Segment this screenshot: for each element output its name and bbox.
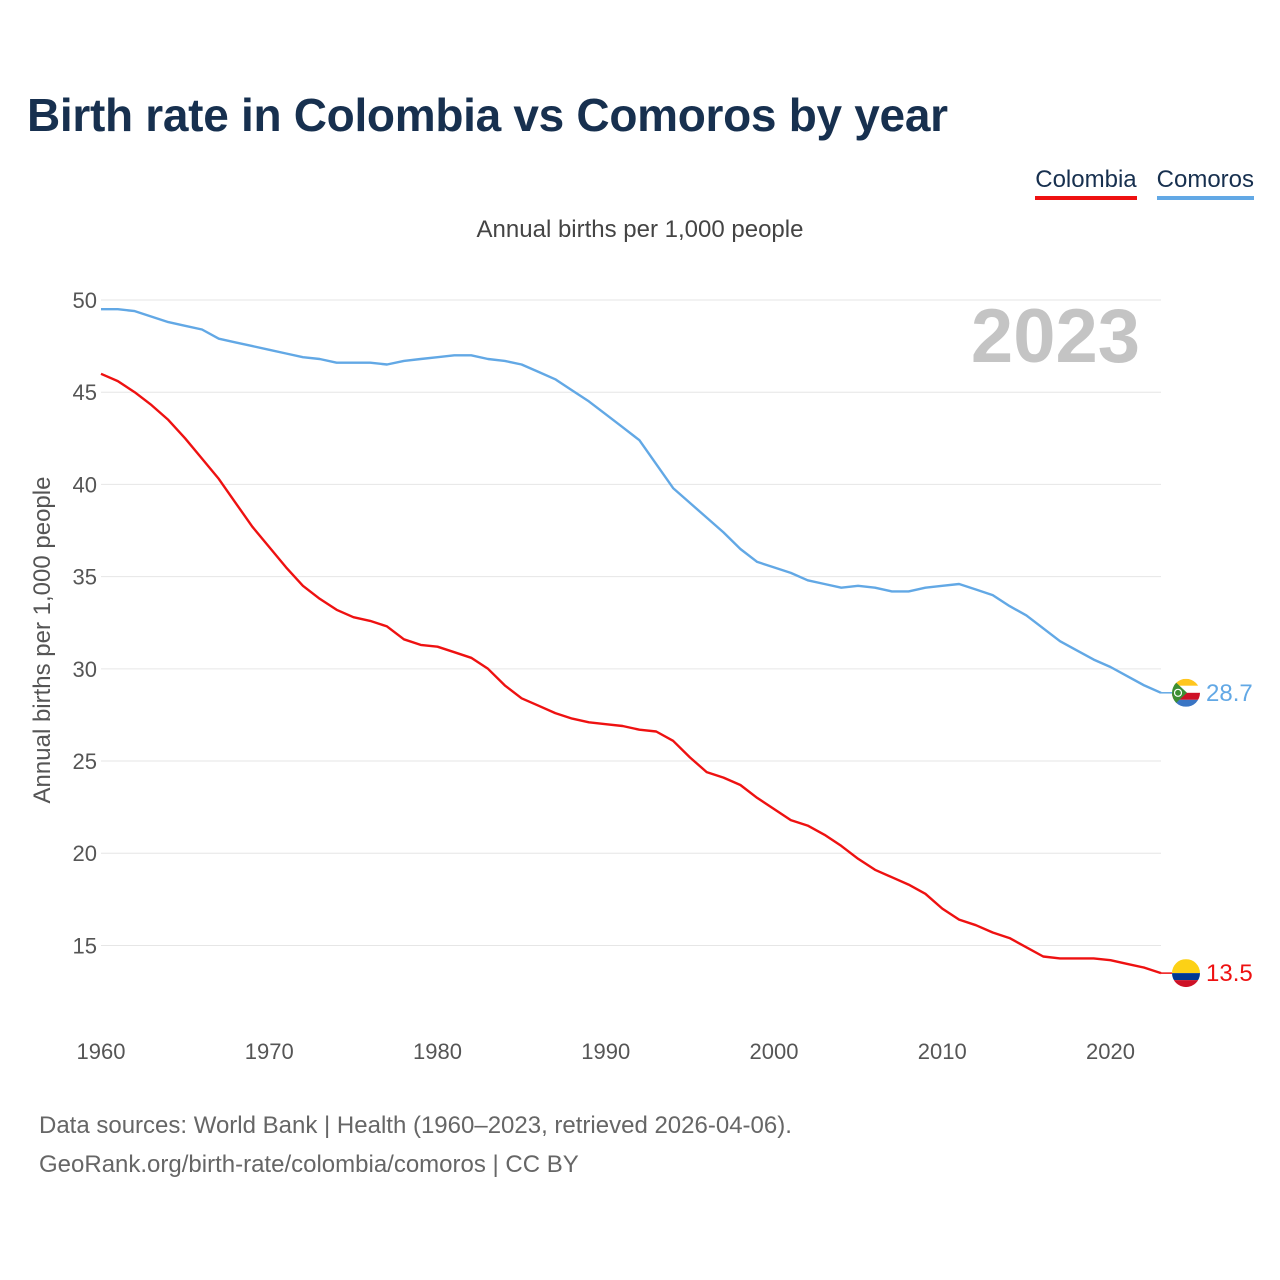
legend: Colombia Comoros	[1035, 166, 1254, 200]
flag-band-blue	[1172, 699, 1200, 707]
flag-band-yellow	[1172, 678, 1200, 686]
x-tick-label-2010: 2010	[918, 1039, 967, 1064]
data-source: Data sources: World Bank | Health (1960–…	[39, 1106, 792, 1184]
legend-item-colombia[interactable]: Colombia	[1035, 166, 1137, 200]
end-value-label-colombia: 13.5	[1206, 960, 1253, 987]
legend-item-comoros[interactable]: Comoros	[1156, 166, 1254, 200]
source-line-1: Data sources: World Bank | Health (1960–…	[39, 1112, 792, 1139]
flag-crescent	[1173, 688, 1183, 697]
y-tick-label-30: 30	[73, 657, 97, 682]
flag-band-red	[1172, 980, 1200, 988]
chart-title: Birth rate in Colombia vs Comoros by yea…	[27, 89, 948, 141]
series-line-comoros	[101, 308, 1162, 694]
y-tick-label-50: 50	[73, 288, 97, 313]
y-tick-label-45: 45	[73, 380, 97, 405]
y-axis-title: Annual births per 1,000 people	[29, 477, 56, 804]
flag-triangle-green	[1172, 678, 1187, 707]
x-tick-label-1980: 1980	[413, 1039, 462, 1064]
y-tick-label-20: 20	[73, 841, 97, 866]
flag-comoros	[1172, 678, 1200, 707]
flag-icon-comoros	[1172, 678, 1200, 707]
y-tick-label-25: 25	[73, 749, 97, 774]
x-tick-label-2000: 2000	[750, 1039, 799, 1064]
y-tick-label-35: 35	[73, 565, 97, 590]
x-tick-label-1970: 1970	[245, 1039, 294, 1064]
flag-icon-colombia	[1172, 959, 1200, 988]
x-tick-label-1990: 1990	[581, 1039, 630, 1064]
flag-colombia	[1172, 959, 1200, 988]
chart-subtitle: Annual births per 1,000 people	[476, 216, 804, 243]
x-tick-label-2020: 2020	[1086, 1039, 1135, 1064]
y-tick-label-40: 40	[73, 472, 97, 497]
y-tick-label-15: 15	[73, 933, 97, 958]
flag-band-yellow	[1172, 959, 1200, 974]
flag-band-white	[1172, 685, 1200, 693]
end-value-label-comoros: 28.7	[1206, 680, 1253, 707]
year-label: 2023	[971, 294, 1140, 379]
x-tick-label-1960: 1960	[77, 1039, 126, 1064]
series-line-colombia	[100, 372, 1162, 975]
flag-band-red	[1172, 692, 1200, 700]
source-line-2[interactable]: GeoRank.org/birth-rate/colombia/comoros …	[39, 1151, 579, 1178]
flag-band-blue	[1172, 973, 1200, 981]
